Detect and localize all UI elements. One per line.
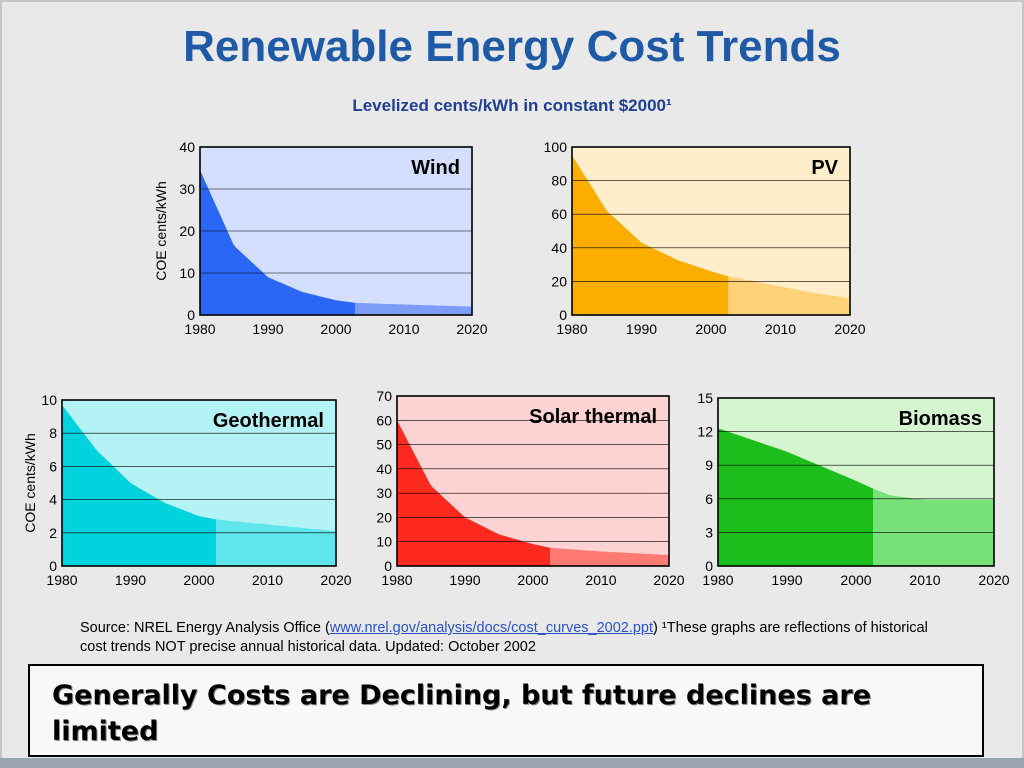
wind-historical-area (200, 170, 356, 315)
wind-ytick-label: 20 (179, 223, 195, 239)
biomass-ytick-label: 15 (697, 390, 713, 406)
pv-xtick-label: 1980 (556, 321, 587, 337)
pv-xtick-label: 2010 (765, 321, 796, 337)
wind-xtick-label: 1980 (184, 321, 215, 337)
geothermal-ytick-label: 8 (49, 425, 57, 441)
pv-chart-title: PV (811, 157, 838, 179)
geothermal-xtick-label: 1990 (115, 572, 146, 588)
geothermal-plot-frame (61, 399, 337, 567)
slide-title: Renewable Energy Cost Trends (183, 22, 841, 71)
source-suffix: ) ¹These graphs are reflections of histo… (80, 620, 928, 655)
solar-thermal-xtick-label: 1990 (449, 572, 480, 588)
bottom-strip (0, 758, 1024, 768)
pv-historical-area (572, 155, 729, 315)
solar-thermal-chart-title: Solar thermal (529, 406, 657, 428)
biomass-ytick-label: 9 (705, 457, 713, 473)
pv-ytick-label: 40 (551, 240, 567, 256)
biomass-xtick-label: 2020 (978, 572, 1009, 588)
pv-ytick-label: 60 (551, 206, 567, 222)
solar-thermal-ytick-label: 0 (384, 558, 392, 574)
solar-thermal-ytick-label: 10 (376, 534, 392, 550)
solar-thermal-ytick-label: 20 (376, 509, 392, 525)
solar-thermal-ytick-label: 40 (376, 461, 392, 477)
wind-ytick-label: 10 (179, 265, 195, 281)
callout-box: Generally Costs are Declining, but futur… (28, 664, 984, 757)
biomass-xtick-label: 1980 (702, 572, 733, 588)
biomass-ytick-label: 0 (705, 558, 713, 574)
geothermal-historical-area (62, 404, 217, 566)
biomass-ytick-label: 6 (705, 491, 713, 507)
geothermal-xtick-label: 2020 (320, 572, 351, 588)
source-prefix: Source: NREL Energy Analysis Office ( (80, 620, 330, 636)
biomass-chart-title: Biomass (899, 408, 982, 430)
pv-ytick-label: 100 (544, 139, 568, 155)
pv-xtick-label: 2020 (834, 321, 865, 337)
callout-text: Generally Costs are Declining, but futur… (52, 680, 872, 747)
geothermal-projected-area (216, 519, 336, 566)
solar-thermal-historical-area (397, 420, 550, 566)
wind-ytick-label: 40 (179, 139, 195, 155)
pv-ytick-label: 0 (559, 307, 567, 323)
wind-xtick-label: 1990 (252, 321, 283, 337)
solar-thermal-ytick-label: 60 (376, 412, 392, 428)
wind-xtick-label: 2010 (388, 321, 419, 337)
wind-xtick-label: 2000 (320, 321, 351, 337)
pv-xtick-label: 1990 (626, 321, 657, 337)
geothermal-xtick-label: 2000 (183, 572, 214, 588)
solar-thermal-xtick-label: 2020 (653, 572, 684, 588)
solar-thermal-ytick-label: 30 (376, 485, 392, 501)
wind-chart-title: Wind (411, 157, 460, 179)
wind-ytick-label: 30 (179, 181, 195, 197)
source-link[interactable]: www.nrel.gov/analysis/docs/cost_curves_2… (329, 620, 654, 636)
biomass-plot-frame (717, 397, 995, 567)
pv-ytick-label: 80 (551, 173, 567, 189)
wind-projected-area (355, 302, 472, 315)
geothermal-ytick-label: 2 (49, 525, 57, 541)
source-note: Source: NREL Energy Analysis Office (www… (80, 619, 940, 657)
biomass-xtick-label: 2000 (840, 572, 871, 588)
pv-plot-frame (571, 146, 851, 316)
solar-thermal-xtick-label: 2000 (517, 572, 548, 588)
biomass-xtick-label: 1990 (771, 572, 802, 588)
pv-ytick-label: 20 (551, 273, 567, 289)
biomass-xtick-label: 2010 (909, 572, 940, 588)
solar-thermal-xtick-label: 2010 (585, 572, 616, 588)
geothermal-xtick-label: 2010 (252, 572, 283, 588)
pv-projected-area (728, 276, 850, 315)
solar-thermal-ytick-label: 70 (376, 388, 392, 404)
geothermal-ylabel: COE cents/kWh (22, 433, 38, 533)
geothermal-xtick-label: 1980 (46, 572, 77, 588)
solar-thermal-projected-area (550, 547, 669, 566)
solar-thermal-xtick-label: 1980 (381, 572, 412, 588)
pv-xtick-label: 2000 (695, 321, 726, 337)
biomass-ytick-label: 3 (705, 524, 713, 540)
geothermal-ytick-label: 0 (49, 558, 57, 574)
geothermal-ytick-label: 4 (49, 492, 57, 508)
wind-xtick-label: 2020 (456, 321, 487, 337)
slide-subtitle: Levelized cents/kWh in constant $2000¹ (352, 96, 672, 115)
geothermal-ytick-label: 6 (49, 458, 57, 474)
wind-ylabel: COE cents/kWh (153, 181, 169, 281)
solar-thermal-ytick-label: 50 (376, 437, 392, 453)
solar-thermal-plot-frame (396, 395, 670, 567)
biomass-historical-area (718, 428, 874, 566)
geothermal-chart-title: Geothermal (213, 410, 324, 432)
wind-ytick-label: 0 (187, 307, 195, 323)
biomass-projected-area (873, 488, 994, 566)
biomass-ytick-label: 12 (697, 424, 713, 440)
wind-plot-frame (199, 146, 473, 316)
geothermal-ytick-label: 10 (41, 392, 57, 408)
